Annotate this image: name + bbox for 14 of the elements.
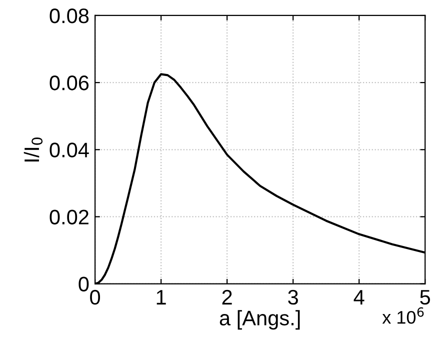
y-tick-label: 0.04 [50,142,89,158]
x-tick-label: 4 [354,290,364,304]
y-tick-label: 0.06 [50,76,89,90]
y-axis-title: I/I$_{0}$ [24,138,43,162]
x-tick-label: 1 [156,290,166,304]
y-tick-label: 0.02 [50,210,88,224]
x-tick-label: 2 [222,290,232,304]
y-tick-label: 0.08 [50,8,89,24]
x-tick-label: 0 [90,290,100,305]
x-tick-label: 5 [420,290,430,305]
text: x 10$^{6}$ [382,307,424,324]
x-axis-title: a [Angs.] [220,310,300,330]
y-tick-label: 0 [78,276,89,292]
x-tick-label: 3 [288,290,298,305]
